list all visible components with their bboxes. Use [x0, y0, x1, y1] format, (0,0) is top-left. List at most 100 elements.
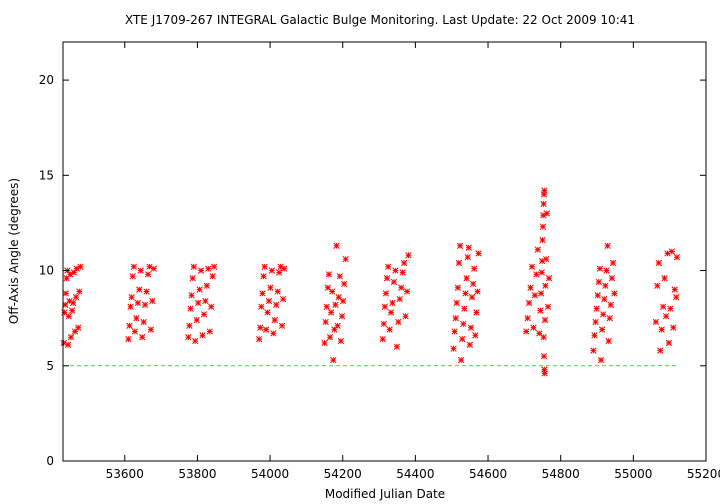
data-point: [389, 299, 396, 307]
data-point: [608, 275, 616, 282]
data-point: [265, 297, 273, 305]
data-point: [655, 259, 662, 267]
data-point: [281, 265, 288, 272]
chart-title: XTE J1709-267 INTEGRAL Galactic Bulge Mo…: [125, 13, 635, 27]
data-point: [461, 305, 468, 312]
data-point: [523, 328, 530, 335]
data-point: [267, 284, 274, 291]
data-point: [321, 339, 328, 347]
data-point: [462, 290, 469, 297]
data-point: [128, 294, 135, 301]
data-point: [72, 294, 80, 301]
y-tick-label: 5: [46, 359, 54, 373]
data-point: [450, 345, 457, 352]
data-point: [541, 370, 548, 377]
data-point: [604, 242, 611, 249]
data-point: [67, 334, 75, 341]
data-point: [595, 278, 602, 286]
data-point: [387, 309, 395, 316]
data-point: [258, 303, 265, 310]
data-point: [131, 328, 139, 335]
data-point: [611, 290, 618, 297]
data-point: [600, 311, 607, 318]
data-point: [452, 315, 459, 322]
data-point: [384, 263, 392, 270]
data-point: [539, 223, 547, 230]
data-point: [127, 303, 134, 310]
x-tick-label: 55000: [614, 467, 652, 481]
data-point: [451, 328, 458, 335]
data-point: [670, 324, 677, 331]
data-point: [192, 337, 199, 345]
data-point: [186, 322, 193, 329]
data-point: [542, 282, 549, 289]
data-point: [395, 318, 402, 326]
data-point: [541, 187, 548, 194]
data-point: [205, 265, 212, 272]
data-point: [323, 303, 330, 310]
x-tick-label: 53600: [106, 467, 144, 481]
data-point: [273, 301, 280, 308]
data-point: [454, 284, 462, 291]
data-point: [459, 335, 466, 343]
data-point: [398, 284, 405, 291]
data-point: [463, 275, 470, 282]
data-point: [337, 337, 345, 345]
data-point: [141, 301, 149, 308]
data-point: [210, 263, 218, 270]
y-tick-label: 20: [39, 73, 54, 87]
data-point: [405, 252, 412, 259]
data-point: [537, 290, 545, 297]
data-point: [667, 305, 674, 312]
data-point: [527, 284, 534, 291]
data-point: [257, 324, 264, 331]
data-point: [262, 326, 270, 333]
data-point: [126, 322, 133, 329]
data-point: [468, 294, 476, 301]
data-point: [533, 271, 540, 278]
data-point: [271, 316, 278, 324]
data-point: [77, 263, 84, 270]
data-point: [322, 318, 329, 326]
data-point: [206, 328, 213, 335]
data-point: [661, 275, 668, 282]
data-point: [657, 347, 664, 354]
data-point: [591, 332, 598, 339]
data-point: [464, 254, 471, 261]
data-point: [598, 326, 606, 333]
data-point: [456, 242, 464, 249]
data-point: [259, 290, 266, 297]
data-point: [474, 288, 481, 295]
data-point: [673, 294, 680, 301]
data-point: [525, 299, 533, 307]
data-point: [200, 311, 208, 318]
data-point: [597, 356, 605, 364]
data-point: [197, 267, 205, 274]
data-point: [150, 265, 157, 272]
data-point: [260, 273, 267, 280]
data-point: [453, 299, 460, 307]
data-point: [543, 255, 550, 263]
data-point: [540, 200, 547, 208]
data-point: [70, 269, 78, 276]
data-point: [279, 295, 287, 303]
data-point: [209, 273, 216, 280]
data-point: [336, 273, 343, 280]
data-point: [538, 269, 545, 276]
data-point: [64, 341, 72, 348]
data-point: [256, 335, 263, 343]
data-point: [326, 334, 334, 341]
data-point: [261, 263, 268, 270]
data-point: [332, 301, 339, 308]
data-point: [208, 303, 215, 310]
data-point: [329, 288, 336, 295]
data-point: [537, 307, 544, 314]
data-point: [673, 254, 681, 261]
data-point: [601, 295, 608, 303]
data-point: [270, 330, 277, 337]
data-point: [330, 356, 337, 364]
x-tick-label: 54400: [396, 467, 434, 481]
x-axis-label: Modified Julian Date: [325, 487, 445, 501]
